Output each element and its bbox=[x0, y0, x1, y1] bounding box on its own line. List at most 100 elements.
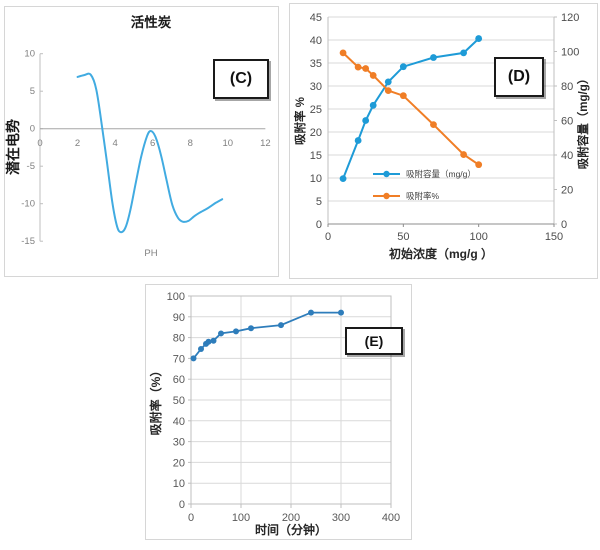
tick-label: 35 bbox=[310, 58, 322, 70]
tick-label: 60 bbox=[561, 116, 573, 128]
chart-panel-c: -15 -10 -5 0 5 10 0 2 4 6 8 10 12 活性炭潜在电势 PH (C) bbox=[4, 6, 279, 277]
data-point-marker bbox=[338, 309, 344, 316]
tick-label: 0 bbox=[316, 219, 322, 231]
data-point-marker bbox=[475, 35, 483, 42]
tick-label: 10 bbox=[223, 138, 234, 149]
legend-label: 吸附容量（mg/g） bbox=[406, 169, 476, 179]
tick-label: 30 bbox=[173, 437, 185, 449]
panel-label-c-text: (C) bbox=[229, 70, 253, 87]
tick-label: 45 bbox=[310, 12, 322, 24]
rate-series bbox=[339, 49, 483, 169]
tick-label: 0 bbox=[30, 124, 35, 135]
legend-label: 吸附率% bbox=[406, 191, 440, 201]
tick-label: 10 bbox=[24, 49, 35, 60]
tick-label: 60 bbox=[173, 374, 185, 386]
data-point-marker bbox=[430, 121, 437, 129]
data-point-marker bbox=[399, 92, 407, 100]
tick-label: 50 bbox=[397, 231, 409, 243]
y-axis-title: 潜在电势 bbox=[5, 119, 21, 175]
tick-label: 150 bbox=[545, 231, 563, 243]
rate-vs-time-chart: 0 10 20 30 40 50 60 70 80 90 100 0 100 200 300 400 时间（分钟… bbox=[148, 291, 401, 537]
capacity-rate-vs-concentration-chart: 0 5 10 15 20 25 30 35 40 45 0 20 40 60 80 100 120 0 50 100 1… bbox=[293, 12, 590, 261]
legend-marker bbox=[383, 170, 390, 178]
right-y-axis-title: 吸附容量（mg/g） bbox=[576, 73, 590, 169]
data-point-marker bbox=[218, 330, 224, 337]
chart-panel-d: 0 5 10 15 20 25 30 35 40 45 0 20 40 60 80 100 120 0 50 100 1… bbox=[289, 3, 598, 279]
data-point-marker bbox=[362, 117, 370, 124]
tick-label: 2 bbox=[75, 138, 80, 149]
tick-label: 20 bbox=[310, 127, 322, 139]
tick-label: 0 bbox=[325, 231, 331, 243]
data-point-marker bbox=[362, 65, 370, 72]
tick-label: 0 bbox=[37, 138, 42, 149]
x-axis-title: 初始浓度（mg/g ） bbox=[389, 246, 493, 261]
tick-label: 100 bbox=[561, 47, 579, 59]
tick-label: 0 bbox=[561, 219, 567, 231]
data-point-marker bbox=[354, 63, 362, 71]
tick-label: 25 bbox=[310, 104, 322, 116]
data-point-marker bbox=[248, 325, 254, 332]
tick-label: 400 bbox=[382, 512, 400, 524]
tick-label: 20 bbox=[173, 457, 185, 469]
x-axis-title: PH bbox=[144, 248, 157, 259]
tick-label: 4 bbox=[112, 138, 117, 149]
rate-vs-time-series bbox=[190, 309, 344, 362]
data-point-marker bbox=[198, 346, 204, 353]
tick-label: 5 bbox=[316, 196, 322, 208]
axes: -15 -10 -5 0 5 10 0 2 4 6 8 10 12 bbox=[21, 49, 271, 247]
panel-label-c: (C) bbox=[213, 59, 269, 99]
tick-label: 300 bbox=[332, 512, 350, 524]
capacity-series bbox=[339, 35, 483, 183]
tick-label: 50 bbox=[173, 395, 185, 407]
tick-label: 6 bbox=[150, 138, 155, 149]
data-point-marker bbox=[233, 328, 239, 335]
chart-title: 活性炭 bbox=[131, 14, 172, 30]
panel-label-d: (D) bbox=[494, 57, 544, 97]
tick-label: 12 bbox=[260, 138, 271, 149]
panel-label-d-text: (D) bbox=[507, 68, 531, 85]
tick-label: 100 bbox=[167, 291, 185, 303]
zeta-potential-line bbox=[76, 72, 224, 234]
tick-label: 15 bbox=[310, 150, 322, 162]
data-point-marker bbox=[384, 87, 392, 94]
axes: 0 10 20 30 40 50 60 70 80 90 100 0 100 200 300 400 bbox=[167, 291, 401, 524]
tick-label: 200 bbox=[282, 512, 300, 524]
tick-label: -5 bbox=[27, 161, 35, 172]
data-point-marker bbox=[278, 322, 284, 329]
tick-label: 120 bbox=[561, 12, 579, 24]
tick-label: 30 bbox=[310, 81, 322, 93]
tick-label: 90 bbox=[173, 312, 185, 324]
tick-label: 80 bbox=[561, 81, 573, 93]
tick-label: 10 bbox=[310, 173, 322, 185]
data-point-marker bbox=[460, 151, 467, 158]
tick-label: -15 bbox=[21, 236, 35, 247]
data-point-marker bbox=[475, 161, 483, 169]
panel-label-e-text: (E) bbox=[364, 333, 384, 349]
data-point-marker bbox=[399, 63, 407, 71]
data-point-marker bbox=[308, 309, 314, 316]
chart-panel-e: 0 10 20 30 40 50 60 70 80 90 100 0 100 200 300 400 时间（分钟… bbox=[145, 284, 412, 540]
data-point-marker bbox=[354, 137, 362, 144]
data-point-marker bbox=[339, 175, 347, 183]
data-point-marker bbox=[369, 72, 377, 79]
series-line bbox=[192, 311, 341, 359]
legend-marker bbox=[383, 192, 390, 200]
x-axis-title: 时间（分钟） bbox=[255, 522, 327, 537]
data-point-marker bbox=[369, 101, 377, 109]
tick-label: -10 bbox=[21, 199, 35, 210]
tick-label: 100 bbox=[232, 512, 250, 524]
tick-label: 0 bbox=[179, 499, 185, 511]
tick-label: 0 bbox=[188, 512, 194, 524]
tick-label: 5 bbox=[30, 86, 35, 97]
legend: 吸附容量（mg/g） 吸附率% bbox=[373, 169, 476, 201]
y-axis-title: 吸附率（%） bbox=[148, 365, 163, 436]
tick-label: 40 bbox=[310, 35, 322, 47]
panel-label-e: (E) bbox=[345, 327, 403, 355]
data-point-marker bbox=[430, 54, 437, 61]
left-y-axis-title: 吸附率 % bbox=[293, 97, 307, 145]
tick-label: 40 bbox=[561, 150, 573, 162]
data-point-marker bbox=[460, 49, 467, 57]
tick-label: 8 bbox=[188, 138, 193, 149]
